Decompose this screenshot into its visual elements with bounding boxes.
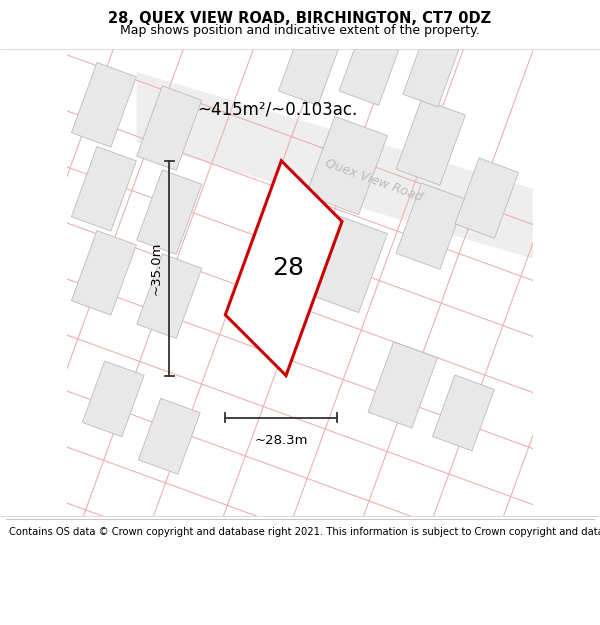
Text: 28, QUEX VIEW ROAD, BIRCHINGTON, CT7 0DZ: 28, QUEX VIEW ROAD, BIRCHINGTON, CT7 0DZ — [109, 11, 491, 26]
Text: Quex View Road: Quex View Road — [323, 156, 424, 203]
Polygon shape — [71, 62, 136, 147]
Text: 28: 28 — [272, 256, 304, 280]
Polygon shape — [306, 214, 388, 312]
Polygon shape — [71, 146, 136, 231]
Polygon shape — [137, 72, 533, 259]
Polygon shape — [137, 86, 202, 171]
Polygon shape — [433, 375, 494, 451]
Text: ~415m²/~0.103ac.: ~415m²/~0.103ac. — [197, 101, 358, 119]
Text: Map shows position and indicative extent of the property.: Map shows position and indicative extent… — [120, 24, 480, 36]
Polygon shape — [396, 99, 466, 185]
Text: ~35.0m: ~35.0m — [149, 241, 162, 295]
Polygon shape — [139, 398, 200, 474]
Polygon shape — [368, 342, 437, 428]
Polygon shape — [71, 231, 136, 315]
Polygon shape — [137, 254, 202, 339]
Polygon shape — [82, 361, 144, 437]
Text: Contains OS data © Crown copyright and database right 2021. This information is : Contains OS data © Crown copyright and d… — [9, 526, 600, 536]
Polygon shape — [396, 183, 466, 269]
Polygon shape — [278, 29, 340, 106]
Polygon shape — [306, 116, 388, 214]
Polygon shape — [137, 170, 202, 254]
Polygon shape — [403, 38, 458, 107]
Polygon shape — [226, 161, 342, 376]
Polygon shape — [455, 158, 518, 238]
Polygon shape — [339, 29, 401, 106]
Text: ~28.3m: ~28.3m — [254, 434, 308, 447]
